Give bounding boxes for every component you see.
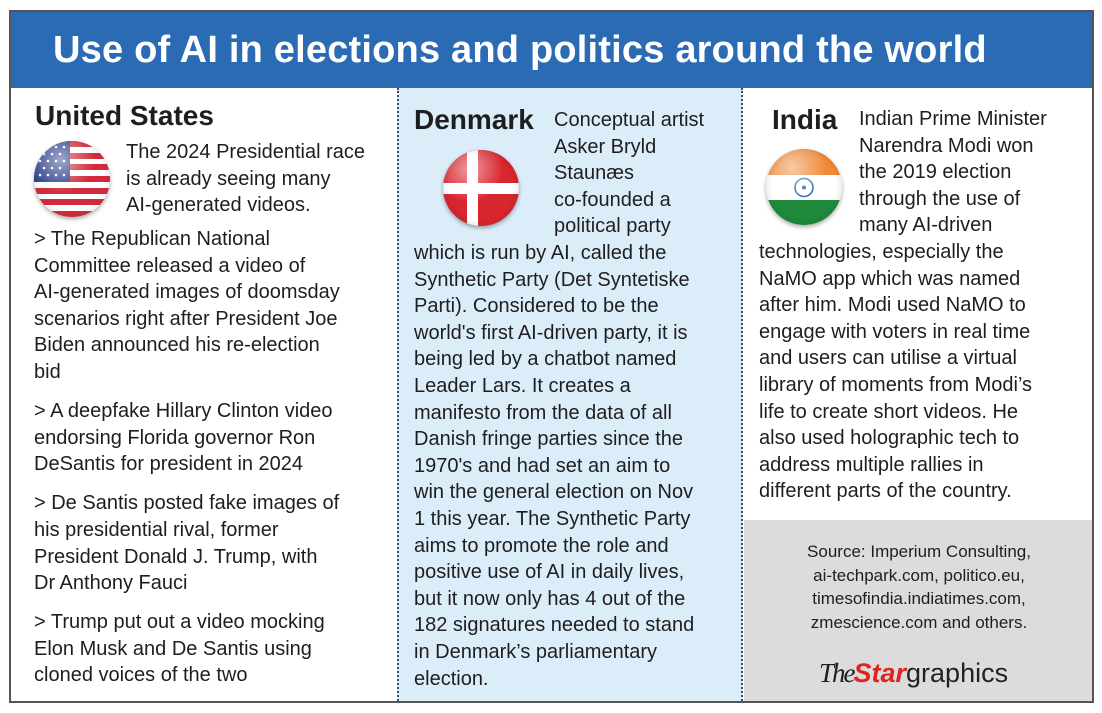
text-line: library of moments from Modi’s [759, 373, 1033, 396]
text-line: being led by a chatbot named [414, 348, 677, 371]
text-line: AI-generated videos. [126, 194, 311, 217]
bullet-line: Elon Musk and De Santis using [34, 637, 312, 660]
text-line: after him. Modi used NaMO to [759, 294, 1026, 317]
india-flag-icon [766, 149, 842, 225]
text-line: but it now only has 4 out of the [414, 587, 686, 610]
the-star-graphics-logo: TheStargraphics [819, 658, 1008, 689]
infographic: Use of AI in elections and politics arou… [9, 10, 1094, 703]
text-line: is already seeing many [126, 167, 331, 190]
text-line: Leader Lars. It creates a [414, 374, 631, 397]
text-line: Synthetic Party (Det Syntetiske [414, 268, 690, 291]
text-line: Parti). Considered to be the [414, 295, 659, 318]
india-heading: India [772, 104, 838, 135]
title: Use of AI in elections and politics arou… [11, 12, 1092, 88]
text-line: the 2019 election [859, 161, 1012, 184]
us-intro: The 2024 Presidential race is already see… [126, 139, 365, 219]
bullet-line: bid [34, 360, 61, 383]
logo-graphics: graphics [906, 658, 1009, 688]
bullet-line: President Donald J. Trump, with [34, 545, 318, 568]
text-line: address multiple rallies in [759, 453, 984, 476]
text-line: Asker Bryld [554, 135, 657, 158]
source-panel [744, 520, 1092, 701]
text-line: political party [554, 215, 671, 238]
logo-the: The [819, 658, 855, 688]
logo-star: Star [853, 658, 907, 688]
denmark-body: which is run by AI, called the Synthetic … [414, 240, 694, 692]
bullet-line: cloned voices of the two [34, 664, 248, 687]
text-line: aims to promote the role and [414, 534, 669, 557]
text-line: world's first AI-driven party, it is [414, 321, 688, 344]
bullet-line: > Trump put out a video mocking [34, 611, 325, 634]
bullet-line: Dr Anthony Fauci [34, 572, 188, 595]
bullet-line: scenarios right after President Joe [34, 307, 338, 330]
denmark-flag-icon [443, 150, 519, 226]
source-line: ai-techpark.com, politico.eu, [813, 565, 1025, 585]
denmark-heading: Denmark [414, 104, 534, 135]
denmark-intro: Conceptual artist Asker Bryld Staunæs co-fo… [554, 107, 704, 240]
source-line: Source: Imperium Consulting, [807, 542, 1031, 561]
india-body: technologies, especially the NaMO app whi… [759, 239, 1032, 505]
bullet-line: > De Santis posted fake images of [34, 492, 340, 515]
bullet-line: Committee released a video of [34, 254, 306, 277]
text-line: Indian Prime Minister [859, 108, 1047, 130]
text-line: Staunæs [554, 162, 635, 185]
text-line: Danish fringe parties since the [414, 428, 684, 451]
us-flag-icon [34, 141, 110, 217]
bullet-line: his presidential rival, former [34, 518, 279, 541]
text-line: through the use of [859, 187, 1021, 210]
text-line: different parts of the country. [759, 480, 1012, 503]
source-line: timesofindia.indiatimes.com, [812, 589, 1026, 608]
text-line: and users can utilise a virtual [759, 347, 1017, 370]
text-line: which is run by AI, called the [414, 242, 667, 264]
us-bullets: > The Republican National Committee relea… [34, 226, 340, 689]
text-line: 182 signatures needed to stand [414, 614, 695, 637]
text-line: Conceptual artist [554, 109, 705, 131]
source-line: zmescience.com and others. [810, 612, 1028, 632]
text-line: also used holographic tech to [759, 427, 1020, 450]
text-line: engage with voters in real time [759, 320, 1031, 343]
bullet-line: endorsing Florida governor Ron [34, 426, 316, 449]
bullet-line: DeSantis for president in 2024 [34, 453, 304, 476]
text-line: 1 this year. The Synthetic Party [414, 507, 691, 530]
text-line: election. [414, 667, 489, 690]
text-line: many AI-driven [859, 214, 993, 237]
text-line: win the general election on Nov [414, 481, 694, 504]
text-line: manifesto from the data of all [414, 401, 672, 424]
text-line: in Denmark’s parliamentary [414, 640, 658, 663]
india-intro: Indian Prime Minister Narendra Modi won th… [859, 106, 1047, 239]
text-line: positive use of AI in daily lives, [414, 561, 685, 584]
text-line: co-founded a [554, 188, 671, 211]
text-line: 1970's and had set an aim to [414, 454, 671, 477]
text-line: NaMO app which was named [759, 267, 1021, 290]
bullet-line: AI-generated images of doomsday [34, 281, 340, 304]
us-heading: United States [35, 100, 214, 131]
text-line: Narendra Modi won [859, 134, 1034, 157]
text-line: technologies, especially the [759, 241, 1004, 263]
source-note: Source: Imperium Consulting, ai-techpark.… [744, 540, 1094, 634]
bullet-line: > A deepfake Hillary Clinton video [34, 400, 333, 423]
bullet-line: > The Republican National [34, 228, 270, 250]
bullet-line: Biden announced his re-election [34, 334, 320, 357]
text-line: The 2024 Presidential race [126, 141, 366, 163]
text-line: life to create short videos. He [759, 400, 1019, 423]
